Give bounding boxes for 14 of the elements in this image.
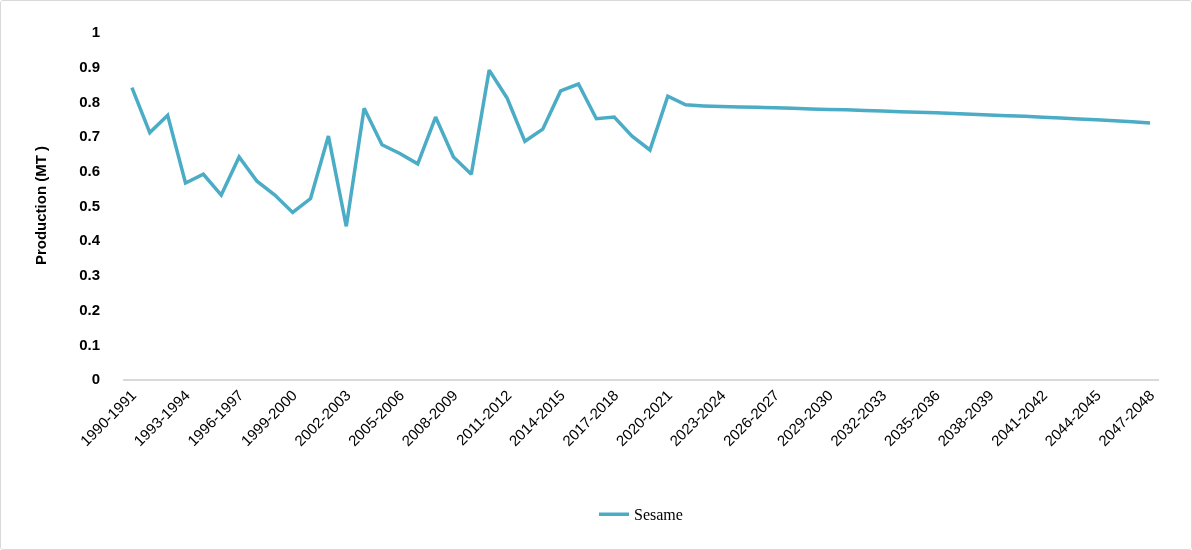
y-tick-label: 0.2 [79, 300, 100, 318]
y-tick-label: 0.4 [79, 231, 101, 249]
y-tick-label: 0 [91, 370, 100, 388]
y-tick-label: 0.3 [79, 266, 100, 284]
y-tick-label: 0.6 [79, 162, 100, 180]
y-tick-label: 0.8 [79, 92, 100, 110]
y-tick-label: 0.1 [79, 335, 100, 353]
y-tick-label: 0.9 [79, 57, 100, 75]
y-axis-title: Production (MT ) [32, 145, 50, 266]
y-tick-label: 1 [91, 23, 100, 41]
y-tick-label: 0.5 [79, 196, 100, 214]
line-series [130, 68, 1152, 229]
y-tick-label: 0.7 [79, 127, 100, 145]
legend-label: Sesame [634, 506, 683, 524]
